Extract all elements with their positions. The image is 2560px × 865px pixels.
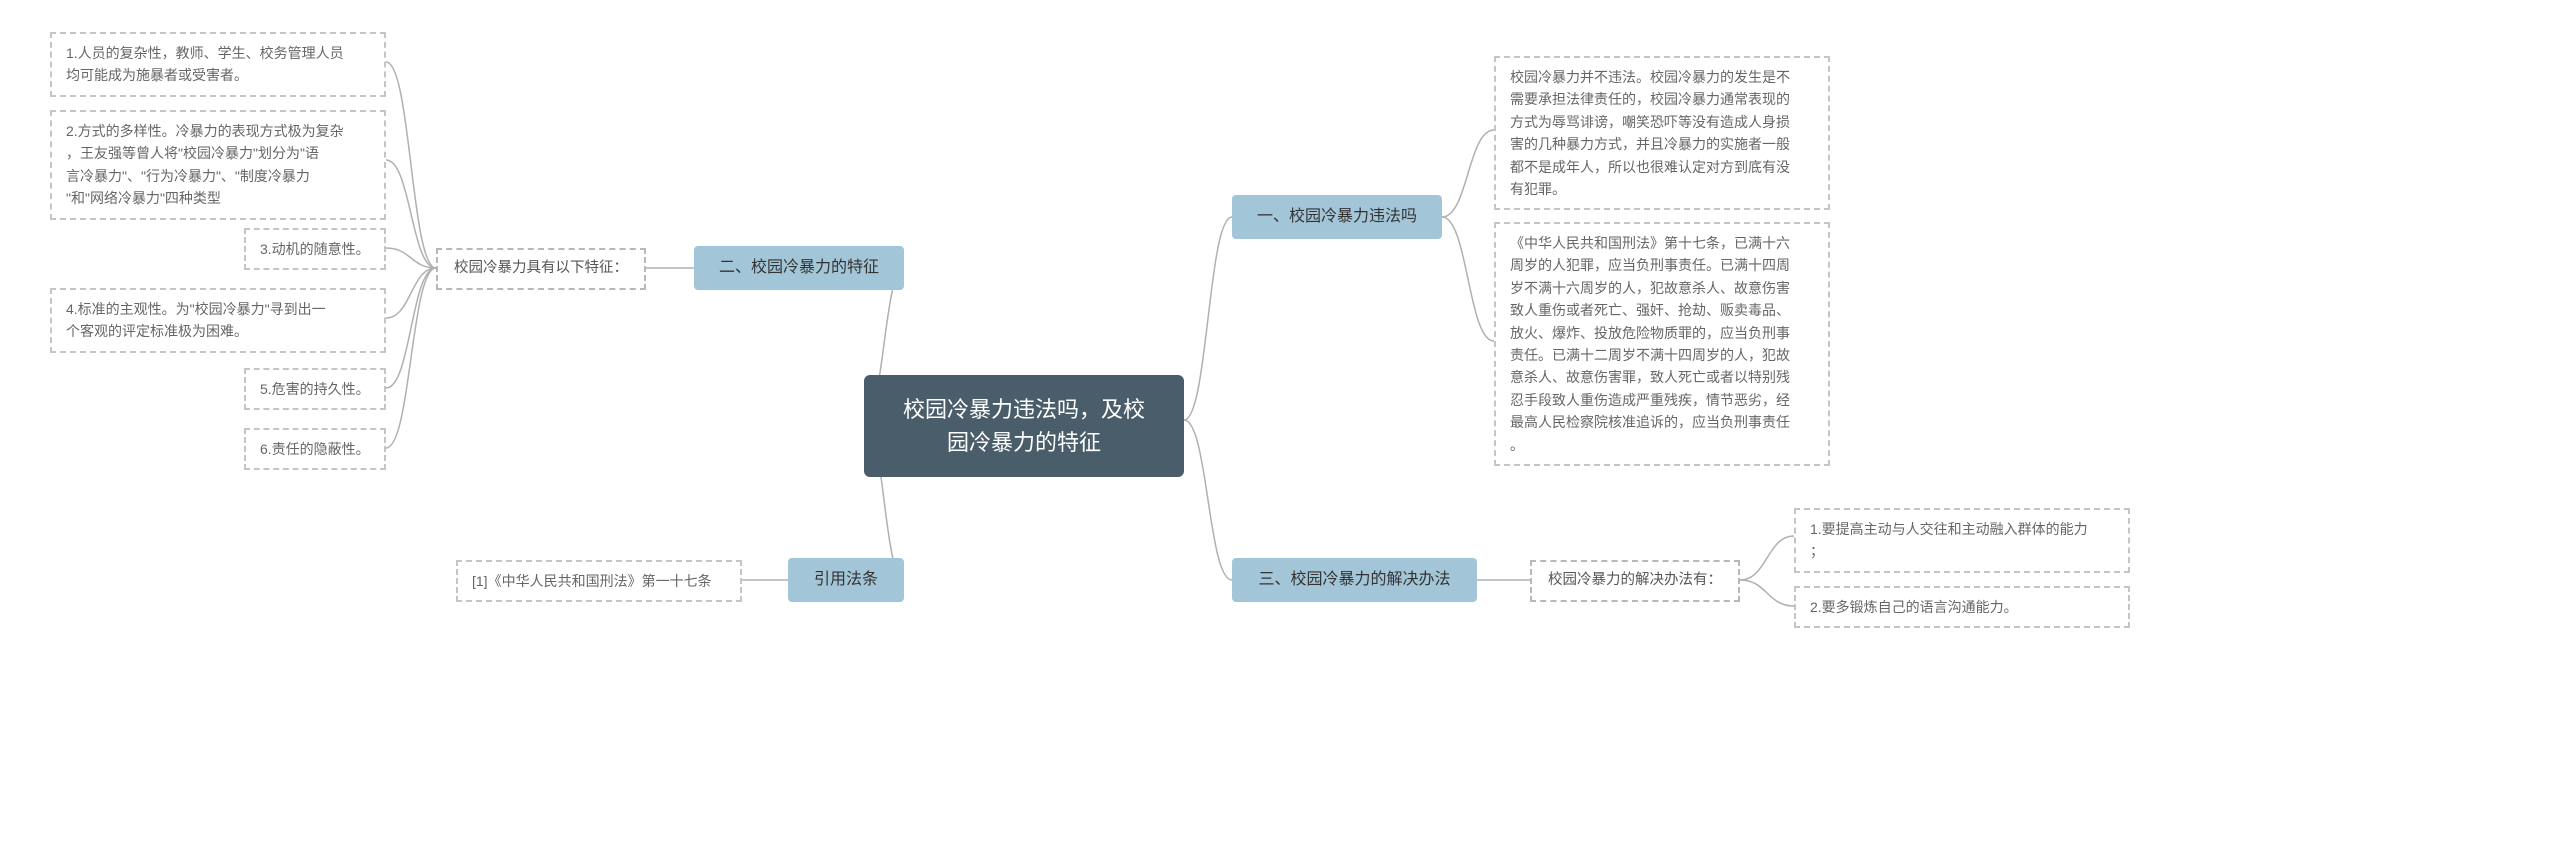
- sub-b3s: 校园冷暴力的解决办法有：: [1530, 560, 1740, 602]
- leaf-b3l1: 1.要提高主动与人交往和主动融入群体的能力；: [1794, 508, 2130, 573]
- branch-b1: 一、校园冷暴力违法吗: [1232, 195, 1442, 239]
- leaf-b2l2: 2.方式的多样性。冷暴力的表现方式极为复杂，王友强等曾人将"校园冷暴力"划分为"…: [50, 110, 386, 220]
- leaf-b2l1: 1.人员的复杂性，教师、学生、校务管理人员均可能成为施暴者或受害者。: [50, 32, 386, 97]
- branch-b3: 三、校园冷暴力的解决办法: [1232, 558, 1477, 602]
- leaf-b2l3: 3.动机的随意性。: [244, 228, 386, 270]
- leaf-b3l2: 2.要多锻炼自己的语言沟通能力。: [1794, 586, 2130, 628]
- branch-b2: 二、校园冷暴力的特征: [694, 246, 904, 290]
- branch-b4: 引用法条: [788, 558, 904, 602]
- leaf-b2l5: 5.危害的持久性。: [244, 368, 386, 410]
- leaf-b2l4: 4.标准的主观性。为"校园冷暴力"寻到出一个客观的评定标准极为困难。: [50, 288, 386, 353]
- leaf-b1l1: 校园冷暴力并不违法。校园冷暴力的发生是不需要承担法律责任的，校园冷暴力通常表现的…: [1494, 56, 1830, 210]
- leaf-b2l6: 6.责任的隐蔽性。: [244, 428, 386, 470]
- leaf-b4l1: [1]《中华人民共和国刑法》第一十七条: [456, 560, 742, 602]
- leaf-b1l2: 《中华人民共和国刑法》第十七条，已满十六周岁的人犯罪，应当负刑事责任。已满十四周…: [1494, 222, 1830, 466]
- sub-b2s: 校园冷暴力具有以下特征：: [436, 248, 646, 290]
- root-node: 校园冷暴力违法吗，及校园冷暴力的特征: [864, 375, 1184, 477]
